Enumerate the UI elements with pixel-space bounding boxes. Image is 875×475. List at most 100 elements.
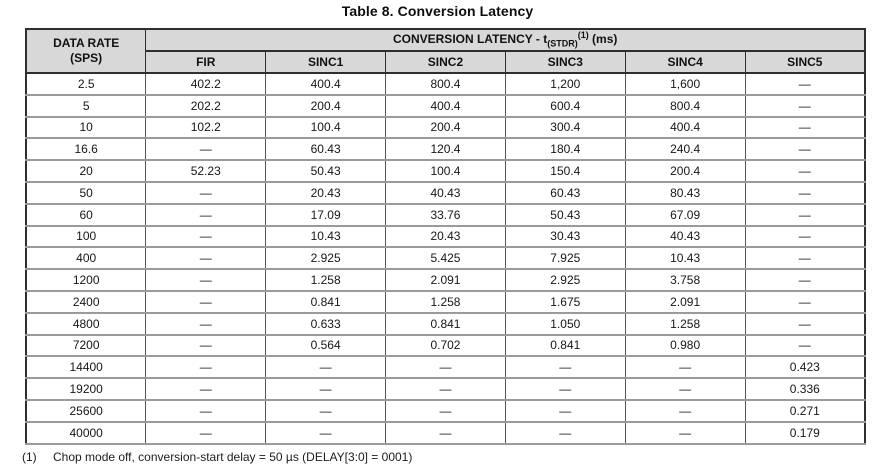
latency-value-cell: 30.43	[504, 224, 626, 249]
latency-value-cell: 100.4	[265, 115, 387, 140]
data-rate-cell: 100	[25, 224, 147, 249]
latency-value-cell: —	[385, 398, 506, 423]
latency-value-cell: —	[265, 377, 387, 401]
latency-value-cell: 1.258	[385, 289, 506, 314]
latency-value-cell: —	[504, 355, 626, 380]
data-rate-cell: 4800	[25, 311, 147, 336]
latency-value-cell: 10.43	[265, 224, 387, 249]
latency-value-cell: 200.4	[265, 93, 387, 118]
latency-value-cell: 1.050	[504, 311, 626, 336]
column-header-sinc4: SINC4	[624, 50, 746, 74]
latency-value-cell: —	[145, 333, 267, 358]
latency-value-cell: —	[145, 246, 267, 271]
latency-value-cell: 1.258	[624, 311, 746, 336]
latency-value-cell: —	[265, 420, 387, 445]
latency-value-cell: —	[744, 289, 866, 314]
column-header-sinc3: SINC3	[504, 50, 626, 74]
table-row: 4800—0.633 0.841 1.050 1.258—	[25, 311, 866, 336]
footnote-text: Chop mode off, conversion-start delay = …	[53, 450, 413, 464]
latency-value-cell: —	[145, 202, 267, 227]
table-header-row-filters: FIR SINC1 SINC2 SINC3 SINC4 SINC5	[26, 50, 866, 74]
latency-value-cell: —	[145, 268, 267, 292]
latency-value-cell: 1.258	[265, 268, 387, 292]
latency-value-cell: —	[265, 355, 387, 380]
latency-value-cell: 200.4	[624, 159, 746, 183]
latency-value-cell: —	[744, 268, 866, 292]
latency-value-cell: 0.841	[265, 289, 387, 314]
column-header-sinc1: SINC1	[265, 50, 387, 74]
latency-value-cell: —	[145, 180, 267, 205]
latency-value-cell: 400.4	[385, 93, 506, 118]
latency-value-cell: —	[385, 377, 506, 401]
table-header-row-top: DATA RATE (SPS) CONVERSION LATENCY - t(S…	[25, 28, 866, 74]
latency-value-cell: 1,200	[504, 72, 626, 96]
latency-value-cell: —	[145, 137, 267, 162]
latency-value-cell: —	[265, 398, 387, 423]
latency-value-cell: 2.091	[624, 289, 746, 314]
latency-value-cell: —	[504, 398, 626, 423]
table-row: 10 102.2 100.4 200.4 300.4 400.4—	[25, 115, 866, 140]
latency-value-cell: —	[145, 355, 267, 380]
table-row: 16.6—60.43 120.4 180.4 240.4—	[25, 137, 866, 162]
latency-value-cell: 50.43	[504, 202, 626, 227]
latency-value-cell: 0.336	[744, 377, 866, 401]
latency-value-cell: —	[744, 311, 866, 336]
latency-value-cell: 7.925	[504, 246, 626, 271]
latency-value-cell: —	[504, 420, 626, 445]
data-rate-cell: 40000	[25, 420, 147, 445]
data-rate-cell: 20	[25, 159, 147, 183]
latency-value-cell: 800.4	[385, 72, 506, 96]
data-rate-header-line1: DATA RATE	[53, 36, 120, 50]
latency-value-cell: —	[744, 159, 866, 183]
latency-value-cell: 0.271	[744, 398, 866, 423]
latency-value-cell: 200.4	[385, 115, 506, 140]
latency-value-cell: 202.2	[145, 93, 267, 118]
latency-value-cell: —	[504, 377, 626, 401]
latency-value-cell: —	[624, 420, 746, 445]
latency-value-cell: —	[744, 180, 866, 205]
latency-value-cell: 10.43	[624, 246, 746, 271]
latency-value-cell: 150.4	[504, 159, 626, 183]
table-row: 2.5 402.2 400.4 800.4 1,200 1,600—	[25, 72, 866, 96]
latency-value-cell: 20.43	[385, 224, 506, 249]
latency-value-cell: 40.43	[624, 224, 746, 249]
latency-value-cell: —	[624, 377, 746, 401]
footnote-marker: (1)	[22, 450, 37, 464]
data-rate-cell: 60	[25, 202, 147, 227]
latency-value-cell: —	[145, 311, 267, 336]
latency-value-cell: —	[744, 202, 866, 227]
table-row: 100—10.43 20.43 30.43 40.43—	[25, 224, 866, 249]
latency-value-cell: 60.43	[265, 137, 387, 162]
data-rate-cell: 2.5	[25, 72, 147, 96]
table-row: 5 202.2 200.4 400.4 600.4 800.4—	[25, 93, 866, 118]
latency-value-cell: 0.841	[385, 311, 506, 336]
latency-value-cell: —	[385, 420, 506, 445]
latency-header-prefix: CONVERSION LATENCY - t	[392, 32, 548, 47]
data-rate-cell: 1200	[25, 268, 147, 292]
latency-value-cell: —	[744, 333, 866, 358]
latency-value-cell: —	[744, 72, 866, 96]
table-row: 14400— — — — —0.423	[25, 355, 866, 380]
table-row: 1200—1.258 2.091 2.925 3.758—	[25, 268, 866, 292]
latency-value-cell: 50.43	[265, 159, 387, 183]
data-rate-cell: 16.6	[25, 137, 147, 162]
data-rate-cell: 25600	[25, 398, 147, 423]
data-rate-header-line2: (SPS)	[70, 51, 103, 65]
data-rate-header-cell: DATA RATE (SPS)	[25, 28, 147, 74]
latency-value-cell: —	[145, 377, 267, 401]
table-row: 19200— — — — —0.336	[25, 377, 866, 401]
latency-header-superscript-footnote-ref: (1)	[577, 30, 589, 41]
table-row: 7200—0.564 0.702 0.841 0.980—	[25, 333, 866, 358]
column-header-sinc2: SINC2	[385, 50, 506, 74]
latency-value-cell: 600.4	[504, 93, 626, 118]
latency-value-cell: 800.4	[624, 93, 746, 118]
latency-value-cell: 33.76	[385, 202, 506, 227]
table-title: Table 8. Conversion Latency	[341, 3, 534, 19]
latency-value-cell: 40.43	[385, 180, 506, 205]
latency-value-cell: 180.4	[504, 137, 626, 162]
latency-table-body: 2.5 402.2 400.4 800.4 1,200 1,600—5 202.2 200.4…	[25, 72, 866, 445]
latency-header-subscript: (STDR)	[547, 38, 578, 49]
latency-value-cell: —	[744, 115, 866, 140]
table-row: 2400—0.841 1.258 1.675 2.091—	[25, 289, 866, 314]
